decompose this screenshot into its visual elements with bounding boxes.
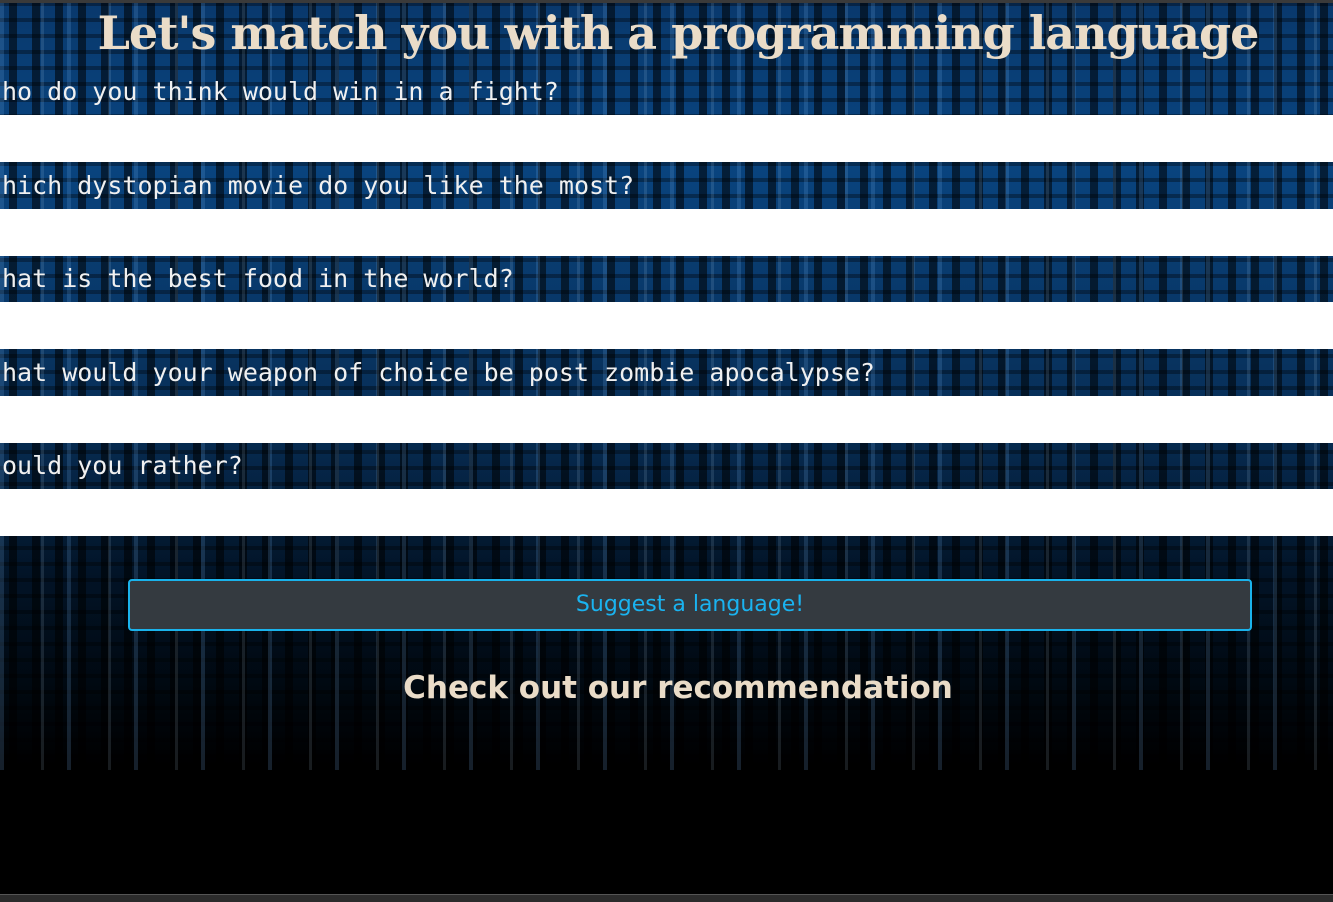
answer-input[interactable] (0, 489, 1333, 536)
answer-input[interactable] (0, 302, 1333, 349)
question-label: hich dystopian movie do you like the mos… (2, 171, 635, 200)
status-bar (0, 894, 1333, 902)
suggest-button[interactable]: Suggest a language! (128, 579, 1252, 631)
recommendation-heading: Check out our recommendation (403, 670, 953, 706)
question: hat would your weapon of choice be post … (0, 350, 1333, 443)
answer-input[interactable] (0, 396, 1333, 443)
answer-input[interactable] (0, 209, 1333, 256)
question-label: hat would your weapon of choice be post … (2, 358, 875, 387)
question: ould you rather? (0, 443, 1333, 536)
question: hat is the best food in the world? (0, 256, 1333, 349)
question-label: hat is the best food in the world? (2, 264, 514, 293)
answer-input[interactable] (0, 115, 1333, 162)
question: hich dystopian movie do you like the mos… (0, 163, 1333, 256)
window-edge (0, 0, 1333, 3)
question: ho do you think would win in a fight? (0, 69, 1333, 162)
question-label: ould you rather? (2, 451, 243, 480)
page-title: Let's match you with a programming langu… (97, 6, 1260, 60)
question-label: ho do you think would win in a fight? (2, 77, 559, 106)
